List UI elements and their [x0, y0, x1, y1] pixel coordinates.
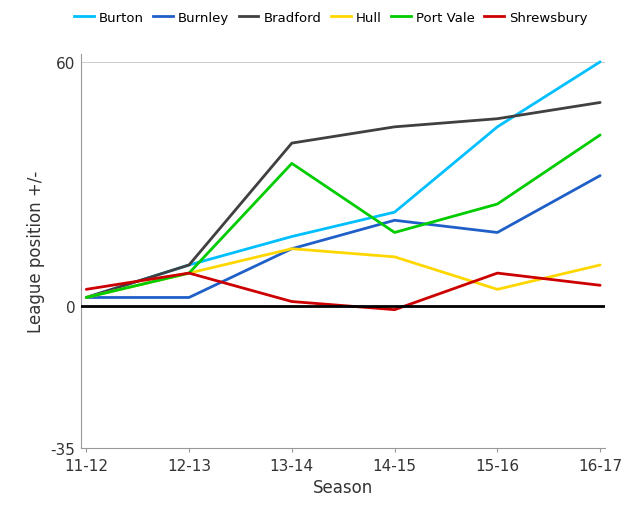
Burton [185, 263, 193, 269]
Hull [82, 295, 90, 301]
Line: Shrewsbury: Shrewsbury [86, 273, 600, 310]
Burnley [597, 173, 604, 179]
Bradford [82, 295, 90, 301]
Bradford [494, 117, 501, 123]
Port Vale [288, 161, 296, 167]
Bradford [391, 125, 398, 131]
Port Vale [82, 295, 90, 301]
Line: Burton: Burton [86, 63, 600, 298]
Burnley [288, 246, 296, 252]
Shrewsbury [82, 287, 90, 293]
Burton [597, 60, 604, 66]
Shrewsbury [597, 282, 604, 289]
Burnley [494, 230, 501, 236]
Line: Hull: Hull [86, 249, 600, 298]
Line: Burnley: Burnley [86, 176, 600, 298]
Port Vale [185, 270, 193, 276]
Bradford [185, 263, 193, 269]
X-axis label: Season: Season [313, 478, 373, 496]
Burton [391, 210, 398, 216]
Burton [82, 295, 90, 301]
Bradford [597, 100, 604, 106]
Shrewsbury [391, 307, 398, 313]
Burton [494, 125, 501, 131]
Bradford [288, 141, 296, 147]
Hull [288, 246, 296, 252]
Port Vale [494, 202, 501, 208]
Burnley [391, 218, 398, 224]
Line: Bradford: Bradford [86, 103, 600, 298]
Legend: Burton, Burnley, Bradford, Hull, Port Vale, Shrewsbury: Burton, Burnley, Bradford, Hull, Port Va… [69, 7, 593, 30]
Burnley [82, 295, 90, 301]
Burnley [185, 295, 193, 301]
Shrewsbury [185, 270, 193, 276]
Port Vale [597, 133, 604, 139]
Y-axis label: League position +/-: League position +/- [27, 171, 45, 332]
Line: Port Vale: Port Vale [86, 136, 600, 298]
Port Vale [391, 230, 398, 236]
Hull [185, 270, 193, 276]
Hull [494, 287, 501, 293]
Hull [597, 263, 604, 269]
Hull [391, 254, 398, 261]
Shrewsbury [288, 299, 296, 305]
Burton [288, 234, 296, 240]
Shrewsbury [494, 270, 501, 276]
